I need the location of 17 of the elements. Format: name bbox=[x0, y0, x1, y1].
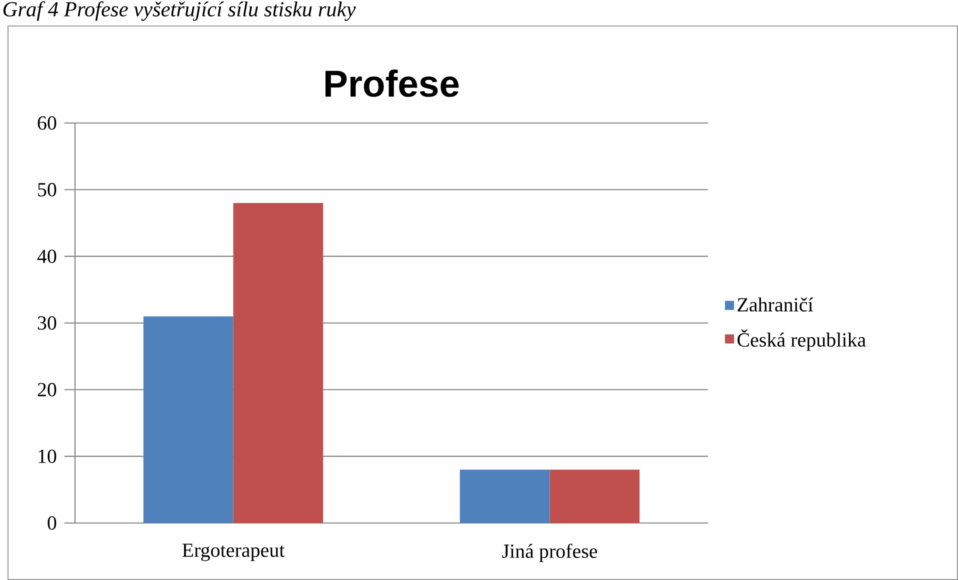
bar bbox=[550, 470, 640, 523]
bar bbox=[143, 316, 234, 523]
chart-title: Profese bbox=[326, 70, 459, 97]
x-tick-label: Jiná profese bbox=[502, 544, 598, 562]
y-tick-label: 10 bbox=[38, 450, 56, 464]
text: Graf 4 Profese vyšetřující sílu stisku ruky bbox=[3, 1, 356, 21]
bar bbox=[233, 202, 324, 523]
y-tick-label: 40 bbox=[37, 250, 56, 264]
y-tick-label: 60 bbox=[38, 116, 56, 130]
legend-label: Zahraničí bbox=[738, 297, 814, 312]
y-tick-label: 0 bbox=[48, 516, 56, 530]
y-tick-label: 20 bbox=[38, 382, 56, 396]
y-tick-label: 30 bbox=[38, 316, 56, 330]
y-tick-label: 50 bbox=[38, 182, 56, 196]
legend-label: Česká republika bbox=[738, 329, 866, 351]
bar bbox=[460, 470, 550, 523]
x-tick-label: Ergoterapeut bbox=[182, 544, 285, 562]
